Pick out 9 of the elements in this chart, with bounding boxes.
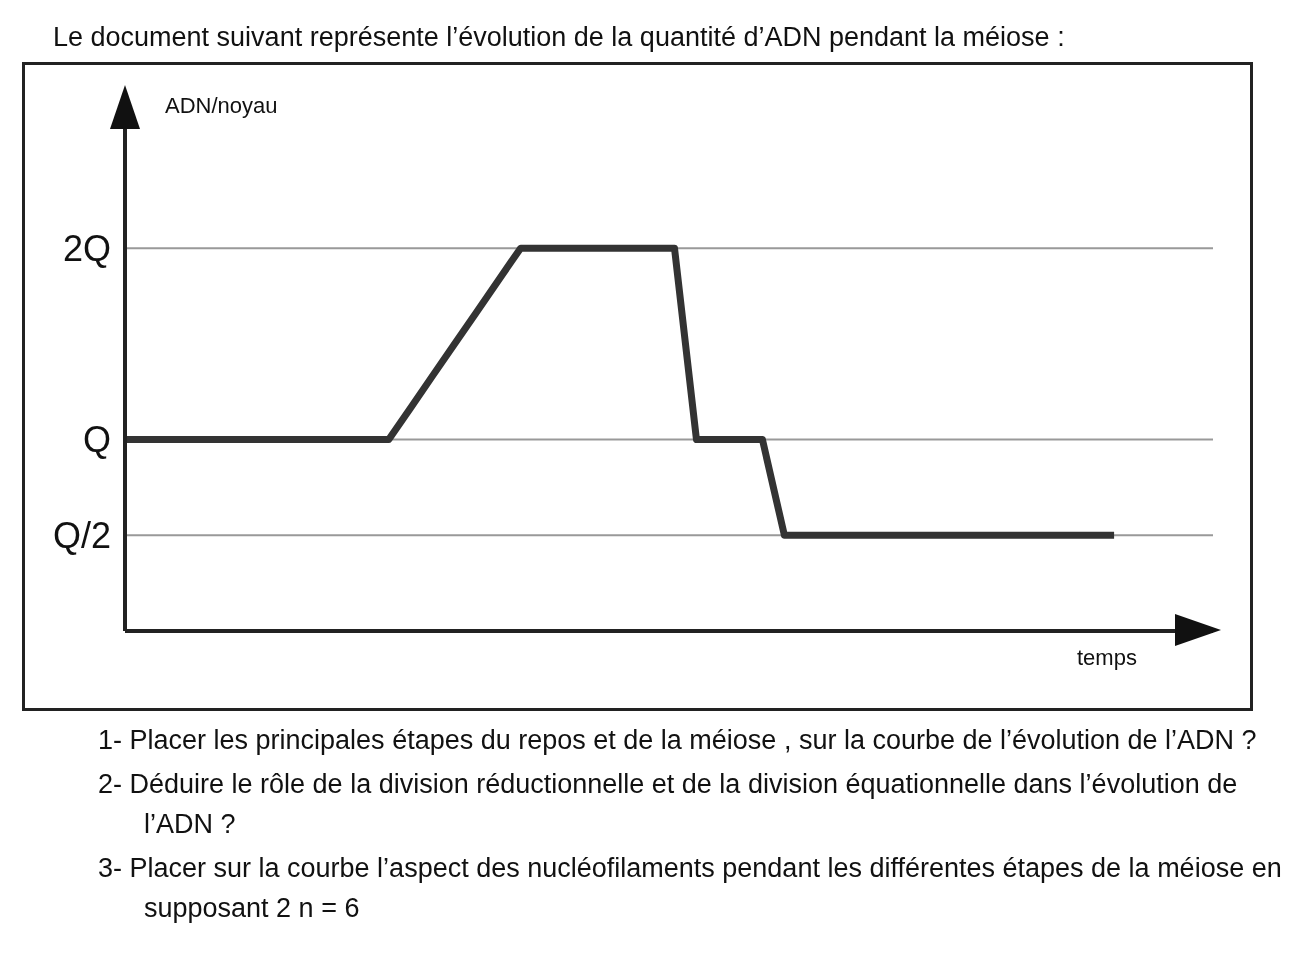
text: 1- Placer les principales étapes du repos et de la méiose , sur la courbe de l’évolution de l’ADN ? bbox=[98, 724, 1258, 757]
ref-line-label: Q bbox=[82, 419, 111, 461]
chart-title: Le document suivant représente l’évolution de la quantité d’ADN pendant la méiose : bbox=[53, 22, 1065, 53]
x-axis-title: temps bbox=[1077, 645, 1137, 671]
ref-line-label: Q/2 bbox=[52, 515, 111, 557]
ref-line-label: 2Q bbox=[62, 227, 111, 269]
text: 3- Placer sur la courbe l’aspect des nucléofilaments pendant les différentes étapes de la méiose en supposant 2 n = 6 bbox=[98, 852, 1283, 925]
text: ADN/noyau bbox=[165, 93, 278, 119]
text: 2- Déduire le rôle de la division réductionnelle et de la division équationnelle dans l’évolution de l’ADN ? bbox=[98, 768, 1239, 841]
